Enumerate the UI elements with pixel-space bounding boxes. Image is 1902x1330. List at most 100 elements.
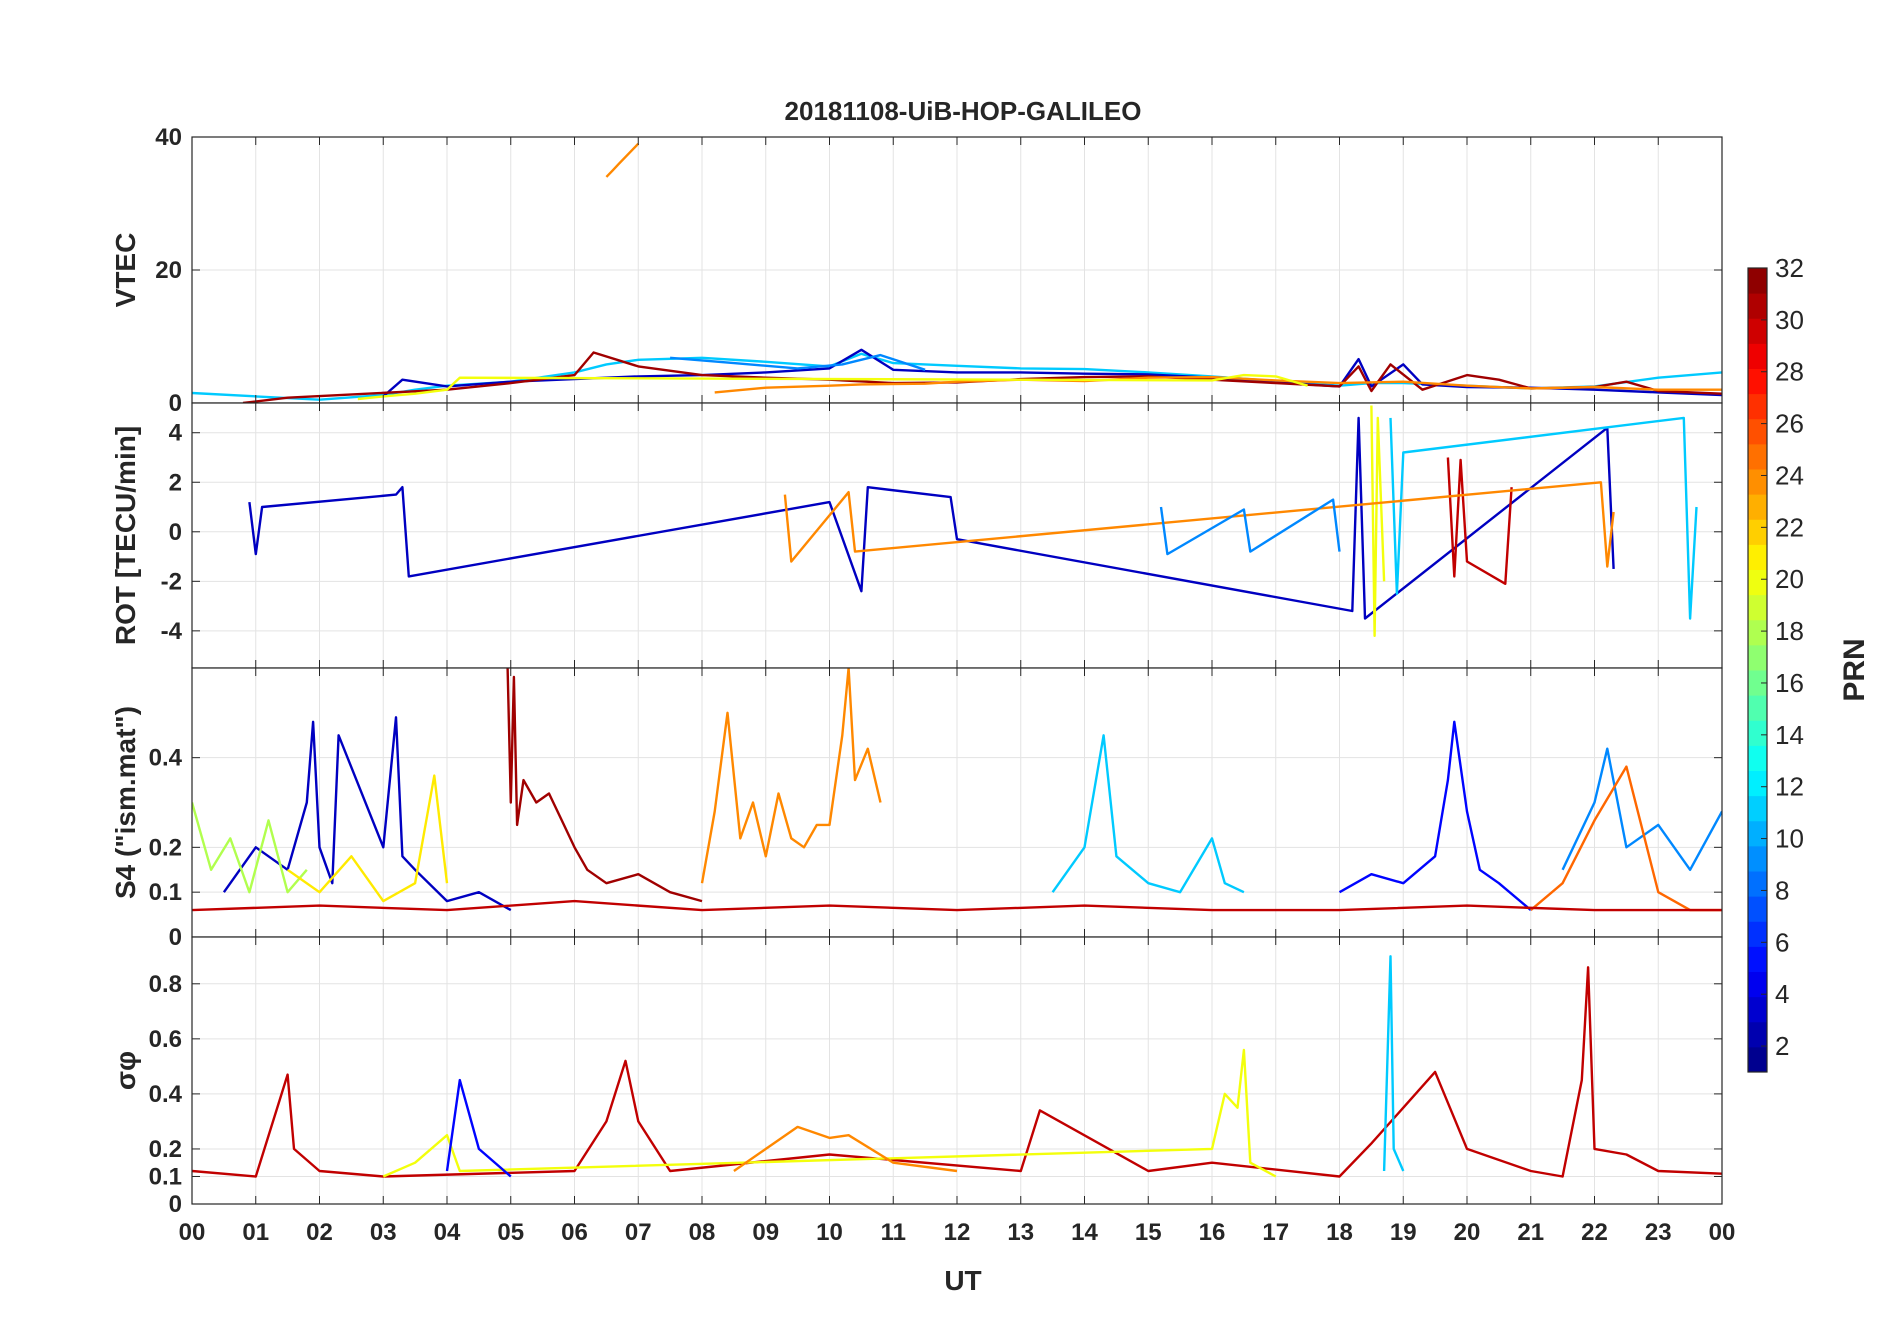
y-tick-label: 0 <box>169 924 182 951</box>
series-line-prn-20 <box>382 1048 1277 1178</box>
colorbar-tick-label: 18 <box>1775 616 1804 646</box>
x-tick-label: 19 <box>1390 1219 1417 1246</box>
x-tick-label: 13 <box>1007 1219 1034 1246</box>
x-tick-label: 10 <box>816 1219 843 1246</box>
y-axis-label: S4 ("ism.mat") <box>110 706 141 899</box>
colorbar-tick-label: 16 <box>1775 668 1804 698</box>
colorbar-segment <box>1748 670 1767 696</box>
series-line-prn-21 <box>286 774 449 903</box>
y-axis-label: ROT [TECU/min] <box>110 426 141 645</box>
series-line-prn-24 <box>783 481 1615 568</box>
x-tick-labels: 00 01 02 03 04 05 06 07 08 09 10 11 12 13 14 15 16 17 18 19… <box>179 1219 1736 1246</box>
colorbar-tick-label: 22 <box>1775 512 1804 542</box>
y-tick-label: 0 <box>169 519 182 546</box>
x-tick-label: 01 <box>242 1219 269 1246</box>
series-group <box>192 955 1722 1178</box>
y-tick-label: 40 <box>155 124 182 151</box>
panel-sigma_phi: 00.10.2 0.4 0.6 0.8 σφ <box>110 936 1723 1218</box>
x-tick-label: 00 <box>179 1219 206 1246</box>
y-tick-label: 0 <box>169 1191 182 1218</box>
x-tick-label: 11 <box>881 1219 906 1246</box>
series-line-prn-3 <box>248 416 1615 620</box>
colorbar-segment <box>1748 820 1767 847</box>
colorbar-segment <box>1748 469 1767 495</box>
series-line-prn-18 <box>192 802 308 894</box>
panel-vtec: 0 20 40 VTEC <box>110 124 1723 417</box>
series-line-prn-31 <box>506 668 703 903</box>
colorbar-segment <box>1748 871 1767 897</box>
colorbar-segment <box>1748 1046 1767 1073</box>
colorbar-tick-label: 4 <box>1775 979 1789 1009</box>
series-line-prn-30 <box>1446 457 1513 585</box>
colorbar-segment <box>1748 268 1767 294</box>
colorbar-segment <box>1748 1021 1767 1048</box>
series-line-prn-9 <box>1561 747 1722 871</box>
colorbar-segment <box>1748 644 1767 671</box>
y-tick-label: 0.8 <box>149 971 182 998</box>
y-tick-label: -4 <box>161 618 183 645</box>
series-line-prn-11 <box>1389 416 1698 620</box>
colorbar-segment <box>1748 921 1767 947</box>
y-tick-label: 2 <box>169 469 182 496</box>
colorbar-tick-label: 12 <box>1775 772 1804 802</box>
y-tick-label: 0.2 <box>149 1136 182 1163</box>
colorbar-segment <box>1748 971 1767 998</box>
colorbar-segment <box>1748 996 1767 1023</box>
colorbar-label: PRN <box>1838 638 1871 701</box>
series-line-prn-5 <box>1338 720 1532 912</box>
series-line-prn-20 <box>357 373 1308 401</box>
series-line-prn-30 <box>192 966 1722 1178</box>
colorbar-segment <box>1748 946 1767 972</box>
colorbar-segment <box>1748 569 1767 596</box>
y-tick-label: 20 <box>155 257 182 284</box>
panel-rot: -4 -2 0 2 4 ROT [TECU/min] <box>110 402 1723 669</box>
colorbar-segment <box>1748 594 1767 621</box>
x-tick-label: 23 <box>1645 1219 1672 1246</box>
series-group <box>248 405 1698 637</box>
x-tick-label: 21 <box>1517 1219 1544 1246</box>
y-axis-label: σφ <box>110 1051 141 1090</box>
colorbar-tick-label: 6 <box>1775 927 1789 957</box>
colorbar-segment <box>1748 770 1767 797</box>
x-tick-label: 04 <box>434 1219 461 1246</box>
colorbar-tick-label: 20 <box>1775 564 1804 594</box>
colorbar-segment <box>1748 544 1767 570</box>
series-group <box>192 142 1722 403</box>
colorbar-segment <box>1748 343 1767 369</box>
x-tick-label: 09 <box>752 1219 779 1246</box>
y-tick-label: 0.4 <box>149 745 183 772</box>
chart-title: 20181108-UiB-HOP-GALILEO <box>785 96 1142 126</box>
y-tick-label: 4 <box>169 420 183 447</box>
x-tick-label: 08 <box>689 1219 716 1246</box>
series-line-prn-9 <box>1159 498 1341 556</box>
y-tick-label: 0.6 <box>149 1026 182 1053</box>
colorbar-tick-label: 24 <box>1775 460 1804 490</box>
x-tick-label: 14 <box>1071 1219 1098 1246</box>
colorbar-segment <box>1748 494 1767 520</box>
x-tick-label: 05 <box>497 1219 524 1246</box>
colorbar-tick-label: 32 <box>1775 253 1804 283</box>
colorbar-tick-label: 10 <box>1775 824 1804 854</box>
x-tick-label: 20 <box>1454 1219 1481 1246</box>
colorbar-box <box>1747 267 1768 1073</box>
y-tick-label: 0.2 <box>149 834 182 861</box>
x-tick-label: 18 <box>1326 1219 1353 1246</box>
colorbar-segment <box>1748 443 1767 470</box>
colorbar-segment <box>1748 418 1767 445</box>
series-line-prn-24 <box>700 668 882 884</box>
colorbar-tick-label: 28 <box>1775 357 1804 387</box>
x-tick-label: 03 <box>370 1219 397 1246</box>
panel-s4: 0 0.1 0.2 0.4 S4 ("ism.mat") <box>110 667 1723 951</box>
x-tick-label: 15 <box>1135 1219 1162 1246</box>
series-group <box>192 668 1722 912</box>
colorbar-tick-label: 8 <box>1775 875 1789 905</box>
colorbar-segment <box>1748 368 1767 395</box>
y-tick-label: 0.4 <box>149 1081 183 1108</box>
series-line-prn-24 <box>714 375 1722 394</box>
colorbar-segment <box>1748 896 1767 922</box>
y-tick-label: -2 <box>161 568 182 595</box>
series-line-prn-11 <box>1382 955 1405 1172</box>
